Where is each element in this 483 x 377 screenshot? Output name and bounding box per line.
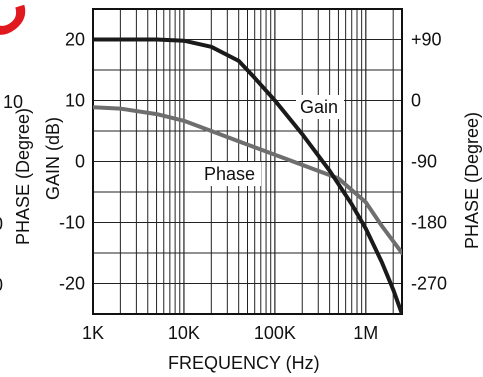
y-right-axis-label: PHASE (Degree) bbox=[462, 112, 482, 249]
partial-left-label-1: 10 bbox=[3, 92, 23, 112]
series-line-phase bbox=[93, 105, 402, 255]
y-right-tick-label: -90 bbox=[411, 152, 437, 172]
y-left-tick-label: -20 bbox=[59, 274, 85, 294]
y-left-tick-labels: 20 10 0 -10 -20 bbox=[59, 30, 85, 294]
phase-label-bg bbox=[199, 162, 261, 186]
watermark-letter: O bbox=[16, 0, 120, 5]
partial-left-axis-label: PHASE (Degree) bbox=[13, 108, 33, 245]
x-tick-label: 100K bbox=[254, 323, 296, 343]
y-right-tick-label: -270 bbox=[411, 274, 447, 294]
y-left-tick-label: -10 bbox=[59, 213, 85, 233]
y-right-tick-label: +90 bbox=[411, 30, 442, 50]
x-tick-labels: 1K 10K 100K 1M bbox=[82, 323, 378, 343]
series-group bbox=[93, 37, 402, 314]
y-left-axis-label: GAIN (dB) bbox=[43, 117, 63, 200]
phase-label: Phase bbox=[204, 164, 255, 184]
gain-label-bg bbox=[296, 95, 344, 119]
y-right-tick-label: -180 bbox=[411, 213, 447, 233]
x-tick-label: 1K bbox=[82, 323, 104, 343]
x-axis-label: FREQUENCY (Hz) bbox=[168, 353, 320, 373]
y-left-tick-label: 10 bbox=[65, 91, 85, 111]
y-right-tick-labels: +90 0 -90 -180 -270 bbox=[411, 30, 447, 294]
y-right-tick-label: 0 bbox=[411, 91, 421, 111]
gain-label: Gain bbox=[300, 97, 338, 117]
plot-frame bbox=[92, 8, 403, 315]
x-tick-label: 10K bbox=[168, 323, 200, 343]
y-left-tick-label: 20 bbox=[65, 30, 85, 50]
partial-left-label-3: 0 bbox=[0, 275, 3, 295]
x-tick-label: 1M bbox=[353, 323, 378, 343]
watermark-letter: C bbox=[0, 0, 43, 57]
series-line-gain bbox=[93, 37, 402, 314]
partial-left-label-2: 0 bbox=[0, 214, 3, 234]
y-left-tick-label: 0 bbox=[75, 152, 85, 172]
